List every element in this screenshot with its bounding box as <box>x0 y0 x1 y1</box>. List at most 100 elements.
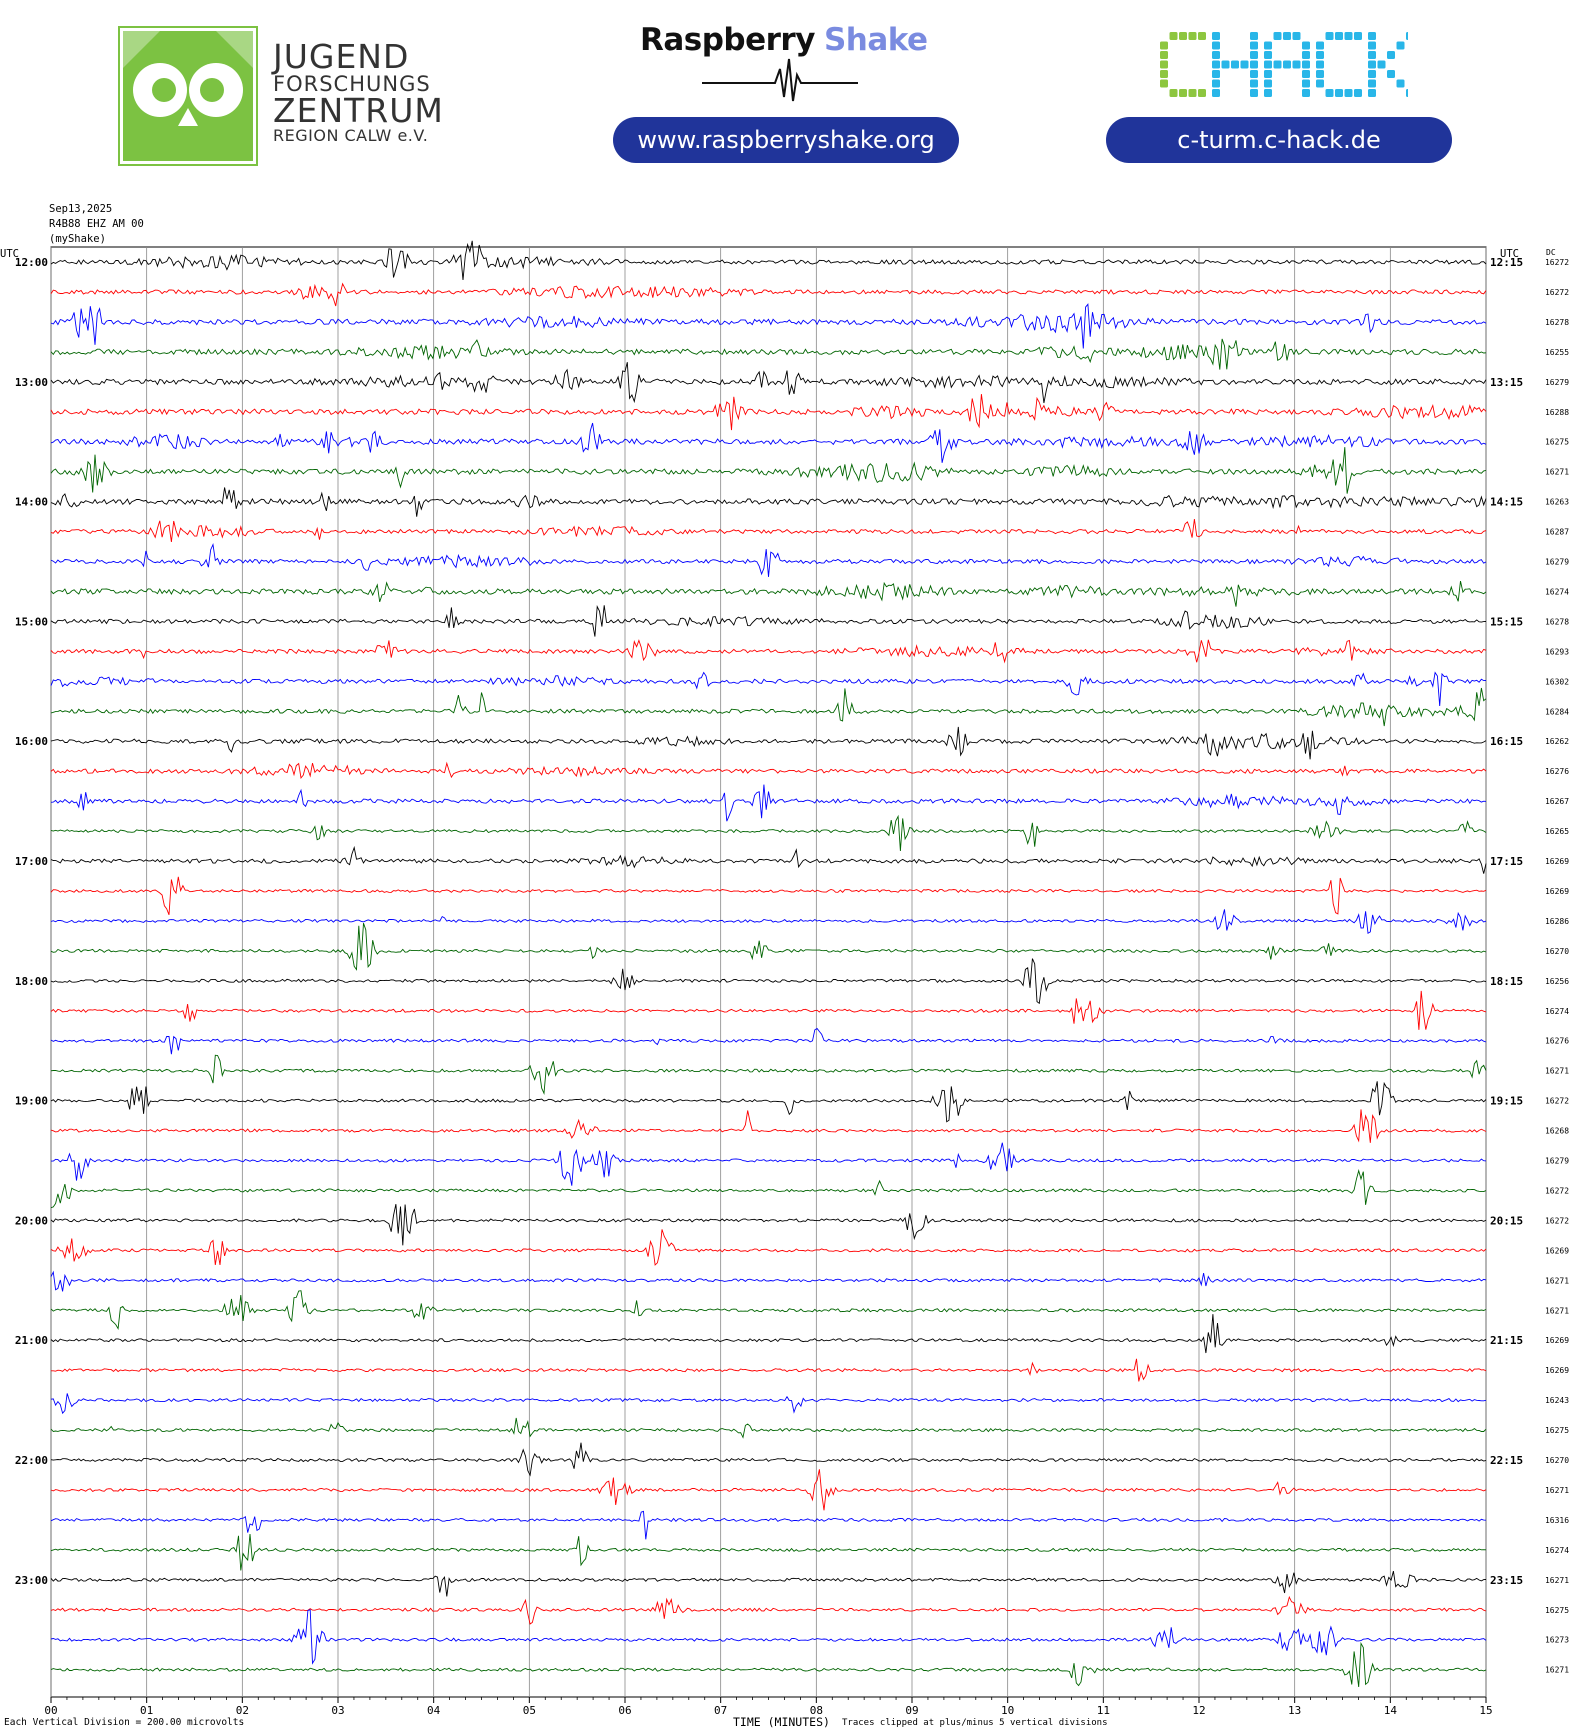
x-tick-label: 00 <box>44 1704 57 1717</box>
chack-logo-dot <box>1212 41 1220 50</box>
dc-offset-label: 16279 <box>1545 378 1569 387</box>
x-tick-label: 07 <box>714 1704 727 1717</box>
dc-offset-label: 16273 <box>1545 1636 1569 1645</box>
chack-logo-dot <box>1406 89 1408 97</box>
dc-offset-label: 16279 <box>1545 558 1569 567</box>
dc-offset-label: 16278 <box>1545 617 1569 626</box>
seismic-trace <box>50 518 1487 542</box>
dc-offset-label: 16272 <box>1545 1216 1569 1225</box>
dc-offset-label: 16270 <box>1545 947 1569 956</box>
plot-date: Sep13,2025 <box>49 203 113 215</box>
jfz-line-jugend: JUGEND <box>273 37 410 76</box>
time-label-left: 12:00 <box>15 256 48 269</box>
chack-logo-dot <box>1368 41 1376 50</box>
dc-offset-label: 16275 <box>1545 1606 1569 1615</box>
dc-offset-label: 16262 <box>1545 737 1569 746</box>
time-label-right: 22:15 <box>1490 1454 1523 1467</box>
x-tick-label: 09 <box>905 1704 918 1717</box>
chack-logo-dot <box>1316 41 1324 50</box>
chack-logo-dot <box>1396 41 1405 50</box>
dc-offset-label: 16279 <box>1545 1157 1569 1166</box>
chack-logo-dot <box>1179 89 1187 97</box>
chack-logo-dot <box>1302 51 1310 59</box>
dc-offset-label: 16302 <box>1545 677 1569 686</box>
seismic-trace <box>50 1290 1487 1331</box>
chack-logo-dot <box>1368 60 1376 69</box>
chack-logo-dot <box>1264 89 1272 97</box>
dc-offset-label: 16286 <box>1545 917 1569 926</box>
chack-logo-dot <box>1368 51 1376 59</box>
time-label-left: 17:00 <box>15 855 48 868</box>
chack-logo-dot <box>1302 70 1310 78</box>
chack-logo-dot <box>1273 60 1282 69</box>
seismic-trace <box>50 1469 1487 1511</box>
chack-logo-dot <box>1160 51 1168 59</box>
chack-logo-dot <box>1264 60 1272 69</box>
chack-logo-dot <box>1160 70 1168 78</box>
chack-logo-dot <box>1283 32 1291 40</box>
seismic-trace <box>50 923 1487 971</box>
dc-offset-label: 16276 <box>1545 1037 1569 1046</box>
dc-offset-label: 16272 <box>1545 258 1569 267</box>
seismic-trace <box>50 761 1487 779</box>
chack-logo-dot <box>1160 60 1168 69</box>
seismic-trace <box>50 1641 1487 1688</box>
seismic-trace <box>50 671 1487 707</box>
chack-logo-dot <box>1250 60 1258 69</box>
chack-logo-dot <box>1344 89 1353 97</box>
dc-offset-label: 16278 <box>1545 318 1569 327</box>
chack-logo-dot <box>1264 51 1272 59</box>
chack-logo-dot <box>1250 41 1258 50</box>
dc-offset-label: 16287 <box>1545 528 1569 537</box>
chack-url-pill[interactable]: c-turm.c-hack.de <box>1106 117 1452 163</box>
seismic-trace <box>50 1168 1487 1209</box>
chack-logo-dot <box>1212 79 1220 88</box>
seismic-trace <box>50 362 1487 404</box>
chack-logo-dot <box>1396 79 1405 88</box>
chack-logo-dot <box>1212 70 1220 78</box>
x-tick-label: 08 <box>810 1704 823 1717</box>
chack-logo-dot <box>1198 32 1206 40</box>
chack-logo-dot <box>1325 32 1334 40</box>
seismic-trace <box>50 1081 1487 1123</box>
seismic-trace <box>50 422 1487 463</box>
chack-logo-dot <box>1377 60 1386 69</box>
seismic-trace <box>50 990 1487 1030</box>
jfz-line-forschungs: FORSCHUNGS <box>273 72 431 96</box>
dc-offset-label: 16316 <box>1545 1516 1569 1525</box>
dc-offset-label: 16268 <box>1545 1127 1569 1136</box>
x-tick-label: 12 <box>1192 1704 1205 1717</box>
chack-logo-dot <box>1283 60 1291 69</box>
dc-offset-label: 16270 <box>1545 1456 1569 1465</box>
x-tick-label: 02 <box>236 1704 249 1717</box>
network-name: (myShake) <box>49 233 106 245</box>
chack-logo-dot <box>1354 89 1362 97</box>
seismic-trace <box>50 1109 1487 1143</box>
dc-offset-label: 16272 <box>1545 1097 1569 1106</box>
time-label-left: 16:00 <box>15 735 48 748</box>
time-label-right: 14:15 <box>1490 496 1523 509</box>
dc-offset-label: 16265 <box>1545 827 1569 836</box>
seismic-trace <box>50 909 1487 935</box>
time-label-left: 21:00 <box>15 1334 48 1347</box>
chack-logo-dot <box>1240 60 1249 69</box>
raspberryshake-url-pill[interactable]: www.raspberryshake.org <box>613 117 959 163</box>
plot-frame <box>50 246 1487 1698</box>
shake-word: Shake <box>823 22 928 58</box>
chack-logo-dot <box>1344 32 1353 40</box>
seismic-trace <box>50 604 1487 637</box>
chack-logo-dot <box>1212 32 1220 40</box>
seismic-trace <box>50 958 1487 1005</box>
dc-offset-label: 16274 <box>1545 1007 1569 1016</box>
chack-logo-dot <box>1316 70 1324 78</box>
dc-offset-label: 16275 <box>1545 438 1569 447</box>
seismic-trace <box>50 639 1487 664</box>
seismic-trace <box>50 447 1487 494</box>
chack-logo-dot <box>1250 32 1258 40</box>
time-label-right: 17:15 <box>1490 855 1523 868</box>
x-tick-label: 11 <box>1097 1704 1110 1717</box>
seismic-trace <box>50 240 1487 280</box>
clip-note: Traces clipped at plus/minus 5 vertical … <box>842 1718 1108 1728</box>
chack-logo-dot <box>1198 89 1206 97</box>
chack-logo-dot <box>1368 79 1376 88</box>
